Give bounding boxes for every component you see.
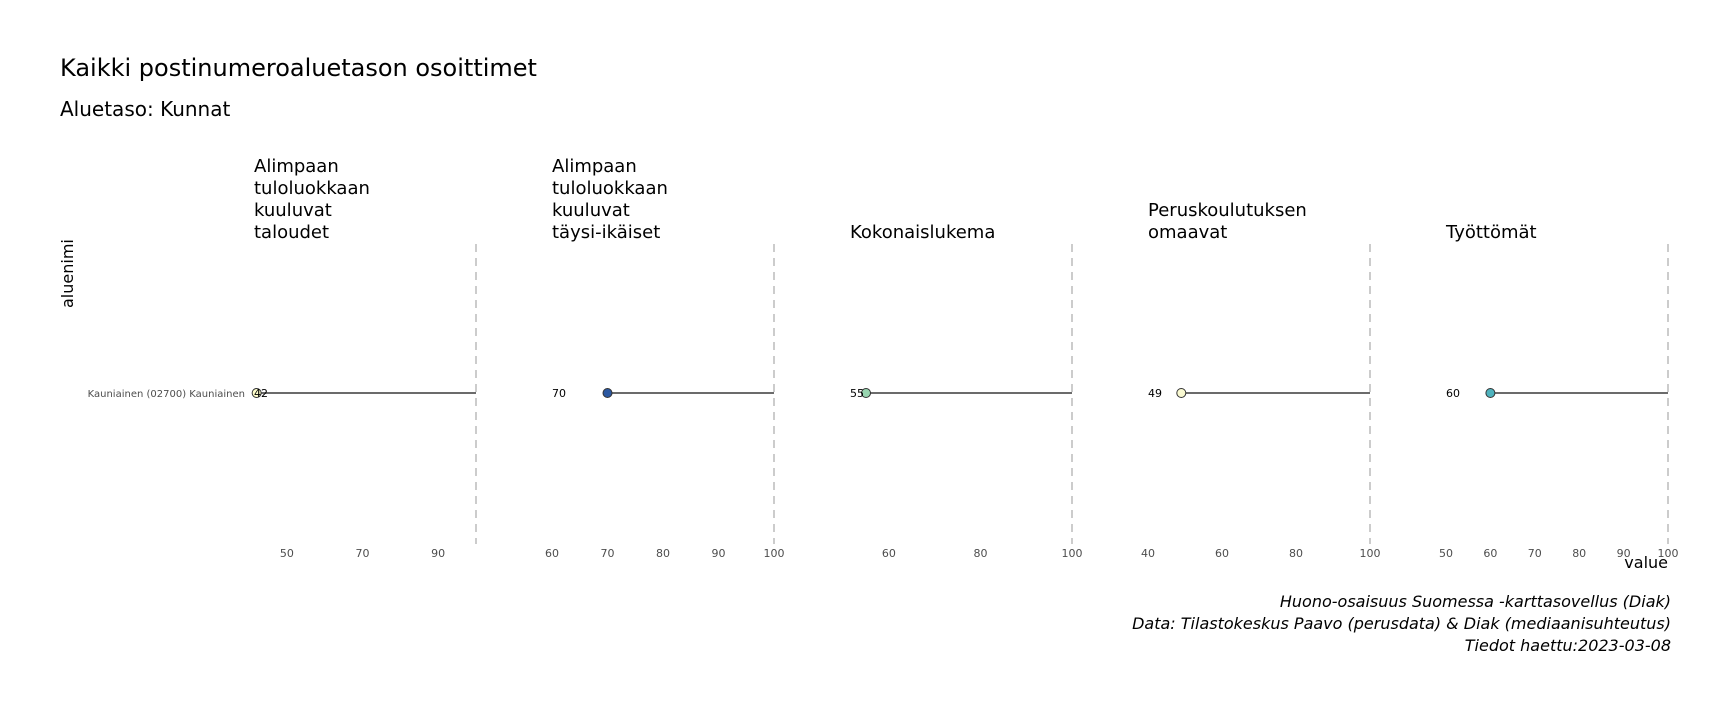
x-tick-label: 90: [712, 547, 726, 560]
value-label: 42: [254, 387, 268, 400]
x-tick-label: 70: [601, 547, 615, 560]
caption-line: Huono-osaisuus Suomessa -karttasovellus …: [1279, 592, 1671, 611]
caption-line: Tiedot haettu:2023-03-08: [1464, 636, 1671, 655]
lollipop-point: [602, 388, 613, 398]
value-label: 60: [1446, 387, 1460, 400]
x-tick-label: 100: [764, 547, 785, 560]
facet-label-2: Kokonaislukema: [850, 222, 996, 243]
x-tick-label: 100: [1658, 547, 1679, 560]
caption-line: Data: Tilastokeskus Paavo (perusdata) & …: [1132, 614, 1671, 633]
chart-subtitle: Aluetaso: Kunnat: [60, 97, 231, 121]
value-label: 70: [552, 387, 566, 400]
row-label: Kauniainen (02700) Kauniainen: [88, 389, 245, 400]
x-tick-label: 60: [882, 547, 896, 560]
chart-caption: Huono-osaisuus Suomessa -karttasovellus …: [1132, 591, 1671, 657]
x-tick-label: 90: [431, 547, 445, 560]
facet-label-0: Alimpaan tuloluokkaan kuuluvat taloudet: [254, 156, 370, 243]
x-tick-label: 70: [1528, 547, 1542, 560]
x-tick-label: 60: [545, 547, 559, 560]
value-label: 49: [1148, 387, 1162, 400]
facet-label-4: Työttömät: [1446, 222, 1537, 243]
x-tick-label: 50: [280, 547, 294, 560]
x-tick-label: 100: [1062, 547, 1083, 560]
chart-title: Kaikki postinumeroaluetason osoittimet: [60, 54, 537, 82]
x-tick-label: 40: [1141, 547, 1155, 560]
x-tick-label: 70: [356, 547, 370, 560]
lollipop-point: [1176, 388, 1187, 398]
x-tick-label: 80: [1572, 547, 1586, 560]
x-tick-label: 50: [1439, 547, 1453, 560]
facet-label-3: Peruskoulutuksen omaavat: [1148, 200, 1307, 243]
x-tick-label: 80: [656, 547, 670, 560]
lollipop-point: [861, 388, 872, 398]
lollipop-point: [1485, 388, 1496, 398]
x-tick-label: 90: [1617, 547, 1631, 560]
x-tick-label: 60: [1483, 547, 1497, 560]
facet-label-1: Alimpaan tuloluokkaan kuuluvat täysi-ikä…: [552, 156, 668, 243]
x-axis-label: value: [1624, 553, 1668, 572]
x-tick-label: 60: [1215, 547, 1229, 560]
x-tick-label: 80: [1289, 547, 1303, 560]
value-label: 55: [850, 387, 864, 400]
x-tick-label: 80: [973, 547, 987, 560]
x-tick-label: 100: [1360, 547, 1381, 560]
lollipop-point: [251, 388, 262, 398]
